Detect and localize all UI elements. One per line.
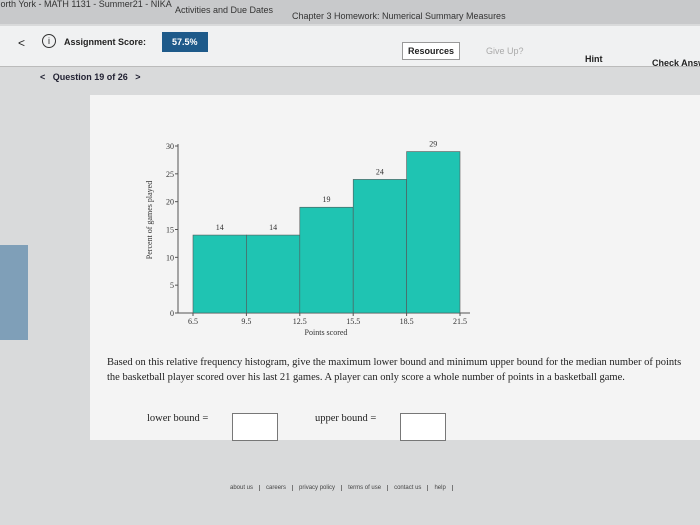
breadcrumb-chapter: Chapter 3 Homework: Numerical Summary Me…: [292, 11, 506, 21]
bar: [406, 151, 461, 314]
question-text: Based on this relative frequency histogr…: [107, 357, 682, 383]
y-tick-label: 15: [166, 226, 174, 235]
bar: [299, 206, 354, 314]
y-axis-label: Percent of games played: [145, 181, 154, 259]
bar: [352, 179, 407, 314]
x-tick-label: 21.5: [453, 317, 467, 326]
bar: [192, 234, 247, 314]
footer-link[interactable]: help: [434, 485, 453, 491]
y-tick-label: 5: [170, 281, 174, 290]
breadcrumb-activities[interactable]: Activities and Due Dates: [175, 5, 274, 15]
resources-button[interactable]: Resources: [402, 42, 461, 60]
score-value: 57.5%: [162, 32, 208, 52]
y-tick-label: 10: [166, 253, 174, 262]
footer: about us careers privacy policy terms of us…: [230, 485, 453, 491]
question-count: Question 19 of 26: [52, 72, 128, 82]
value-label: 14: [216, 223, 224, 232]
check-answer-button[interactable]: Check Answer: [652, 58, 700, 68]
y-tick-label: 0: [170, 309, 174, 318]
value-label: 29: [429, 140, 437, 149]
footer-link[interactable]: contact us: [394, 485, 429, 491]
x-axis-label: Points scored: [305, 328, 348, 337]
breadcrumb-course[interactable]: North York - MATH 1131 - Summer21 - NIKA: [0, 0, 172, 9]
x-tick-label: 15.5: [346, 317, 360, 326]
footer-link[interactable]: privacy policy: [299, 485, 343, 491]
x-tick-label: 12.5: [293, 317, 307, 326]
info-icon: i: [42, 34, 56, 48]
value-label: 19: [323, 195, 331, 204]
value-label: 24: [376, 167, 384, 176]
question-nav[interactable]: < Question 19 of 26 >: [40, 72, 141, 82]
footer-link[interactable]: terms of use: [348, 485, 389, 491]
bar: [246, 234, 301, 314]
footer-link[interactable]: about us: [230, 485, 261, 491]
x-tick-label: 9.5: [241, 317, 251, 326]
toolbar: < i Assignment Score: 57.5% Resources Gi…: [0, 26, 700, 68]
y-tick-label: 25: [166, 170, 174, 179]
give-up-button[interactable]: Give Up?: [486, 46, 524, 56]
back-arrow[interactable]: <: [18, 36, 26, 50]
score-label: Assignment Score:: [64, 37, 147, 47]
x-tick-label: 18.5: [400, 317, 414, 326]
y-tick-label: 20: [166, 198, 174, 207]
lower-bound-input[interactable]: [232, 413, 278, 441]
side-tab: [0, 245, 28, 340]
upper-bound-label: upper bound =: [315, 413, 377, 424]
hint-button[interactable]: Hint: [585, 54, 603, 64]
y-tick-label: 30: [166, 142, 174, 151]
footer-link[interactable]: careers: [266, 485, 294, 491]
histogram: Percent of games played Points scored 0 5…: [145, 140, 470, 337]
value-label: 14: [269, 223, 277, 232]
upper-bound-input[interactable]: [400, 413, 446, 441]
breadcrumb-bar: North York - MATH 1131 - Summer21 - NIKA…: [0, 0, 700, 24]
lower-bound-label: lower bound =: [147, 413, 209, 424]
x-tick-label: 6.5: [188, 317, 198, 326]
